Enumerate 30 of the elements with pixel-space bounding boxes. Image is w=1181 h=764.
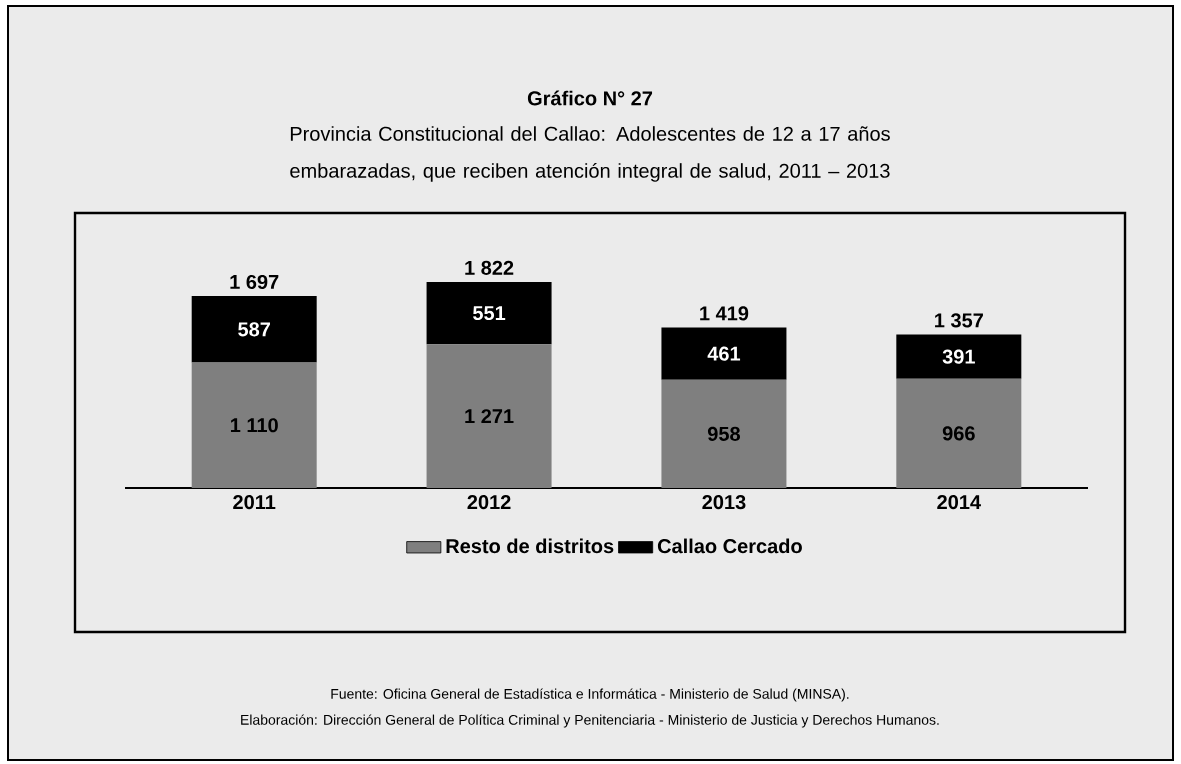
data-label: 587 <box>238 322 270 337</box>
bar <box>896 334 1022 379</box>
data-label: 966 <box>942 426 975 441</box>
data-label: 551 <box>473 306 506 321</box>
bar <box>191 296 317 363</box>
total-label: 1 419 <box>700 306 749 321</box>
data-label: 1 110 <box>230 418 278 433</box>
bar <box>426 344 552 488</box>
total-label: 1 697 <box>230 274 279 290</box>
x-tick-label: 2013 <box>702 495 746 510</box>
data-label: 1 271 <box>465 409 514 424</box>
text: Elaboración: Dirección General de Política Criminal y Penitenciaria - Ministerio de Justicia y Derechos Humanos. <box>241 714 939 728</box>
data-label: 958 <box>707 426 741 441</box>
bar <box>661 327 787 380</box>
bar <box>896 378 1022 488</box>
legend-label: Resto de distritos <box>446 538 614 554</box>
x-tick-label: 2012 <box>467 495 511 510</box>
total-label: 1 822 <box>465 260 514 275</box>
bar <box>426 281 552 345</box>
legend-label: Callao Cercado <box>657 538 802 554</box>
total-label: 1 357 <box>935 313 983 328</box>
bar <box>661 379 787 488</box>
x-tick-label: 2014 <box>937 495 981 510</box>
chart-subtitle: Provincia Constitucional del Callao: Adolescentes de 12 a 17 años embarazadas, que reciben atención integral de salud, 2011 – 2013 <box>290 126 890 182</box>
chart-title: Gráfico N° 27 <box>527 90 653 106</box>
data-label: 461 <box>707 346 741 361</box>
source-note: Fuente: Oficina General de Estadística e Informática - Ministerio de Salud (MINSA). <box>331 688 849 702</box>
data-label: 391 <box>942 349 975 364</box>
bar <box>191 362 317 488</box>
x-tick-label: 2011 <box>233 495 276 510</box>
